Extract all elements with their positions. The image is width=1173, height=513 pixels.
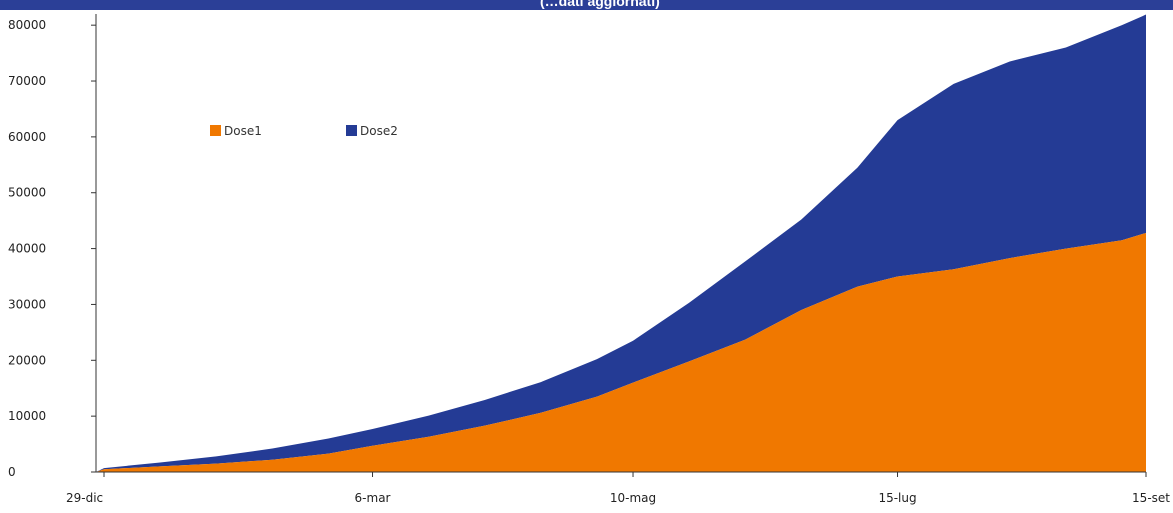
axes	[95, 14, 1146, 473]
legend-swatch-dose2	[346, 125, 357, 136]
y-tick-label: 40000	[8, 242, 46, 256]
y-tick-label: 0	[8, 465, 16, 479]
legend: Dose1 Dose2	[210, 124, 398, 138]
y-tick-label: 30000	[8, 297, 46, 311]
y-tick-label: 70000	[8, 74, 46, 88]
x-tick-label: 6-mar	[355, 491, 391, 505]
title-bar: (…dati aggiornati)	[0, 0, 1173, 10]
x-tick-label: 29-dic	[66, 491, 103, 505]
chart-title: (…dati aggiornati)	[540, 0, 660, 9]
x-axis-ticks: 29-dic 6-mar 10-mag 15-lug 15-set	[66, 472, 1170, 505]
series-dose2-area	[96, 14, 1146, 473]
y-axis-ticks: 0 10000 20000 30000 40000 50000 60000 70000 8000…	[8, 18, 96, 479]
x-tick-label: 15-lug	[878, 491, 916, 505]
x-tick-label: 10-mag	[610, 491, 656, 505]
y-tick-label: 80000	[8, 18, 46, 32]
plot-areas	[96, 14, 1146, 473]
y-tick-label: 50000	[8, 186, 46, 200]
legend-label-dose1: Dose1	[224, 124, 262, 138]
y-tick-label: 20000	[8, 353, 46, 367]
legend-swatch-dose1	[210, 125, 221, 136]
legend-label-dose2: Dose2	[360, 124, 398, 138]
series-dose1-area	[96, 232, 1146, 472]
x-tick-label: 15-set	[1132, 491, 1170, 505]
y-tick-label: 60000	[8, 130, 46, 144]
y-tick-label: 10000	[8, 409, 46, 423]
